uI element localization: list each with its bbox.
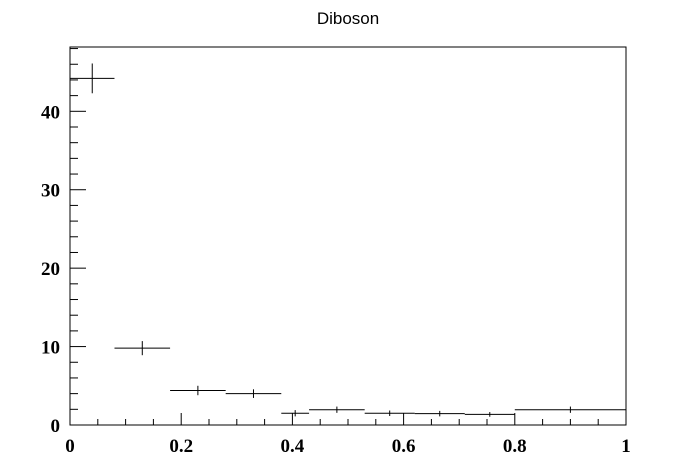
x-tick-label: 0.2 [169,436,193,457]
data-point [114,341,171,356]
y-tick-label: 10 [41,338,60,359]
data-point [414,410,465,417]
x-tick-label: 0.6 [392,436,416,457]
x-tick-label: 0 [65,436,75,457]
y-tick-label: 40 [41,102,60,123]
plot-frame [69,46,627,426]
chart-title: Diboson [317,9,379,28]
y-tick-label: 30 [41,181,60,202]
data-point [70,63,115,94]
data-points [70,63,626,417]
data-point [170,385,226,396]
data-point [464,412,515,417]
data-point [514,406,626,413]
data-point [309,406,365,413]
data-point [364,410,415,416]
data-point [225,389,282,398]
y-tick-label: 20 [41,259,60,280]
x-tick-label: 0.8 [503,436,527,457]
x-tick-label: 1 [621,436,631,457]
x-tick-label: 0.4 [281,436,305,457]
axis-ticks [69,48,627,426]
data-point [281,410,310,417]
y-tick-label: 0 [51,416,61,437]
